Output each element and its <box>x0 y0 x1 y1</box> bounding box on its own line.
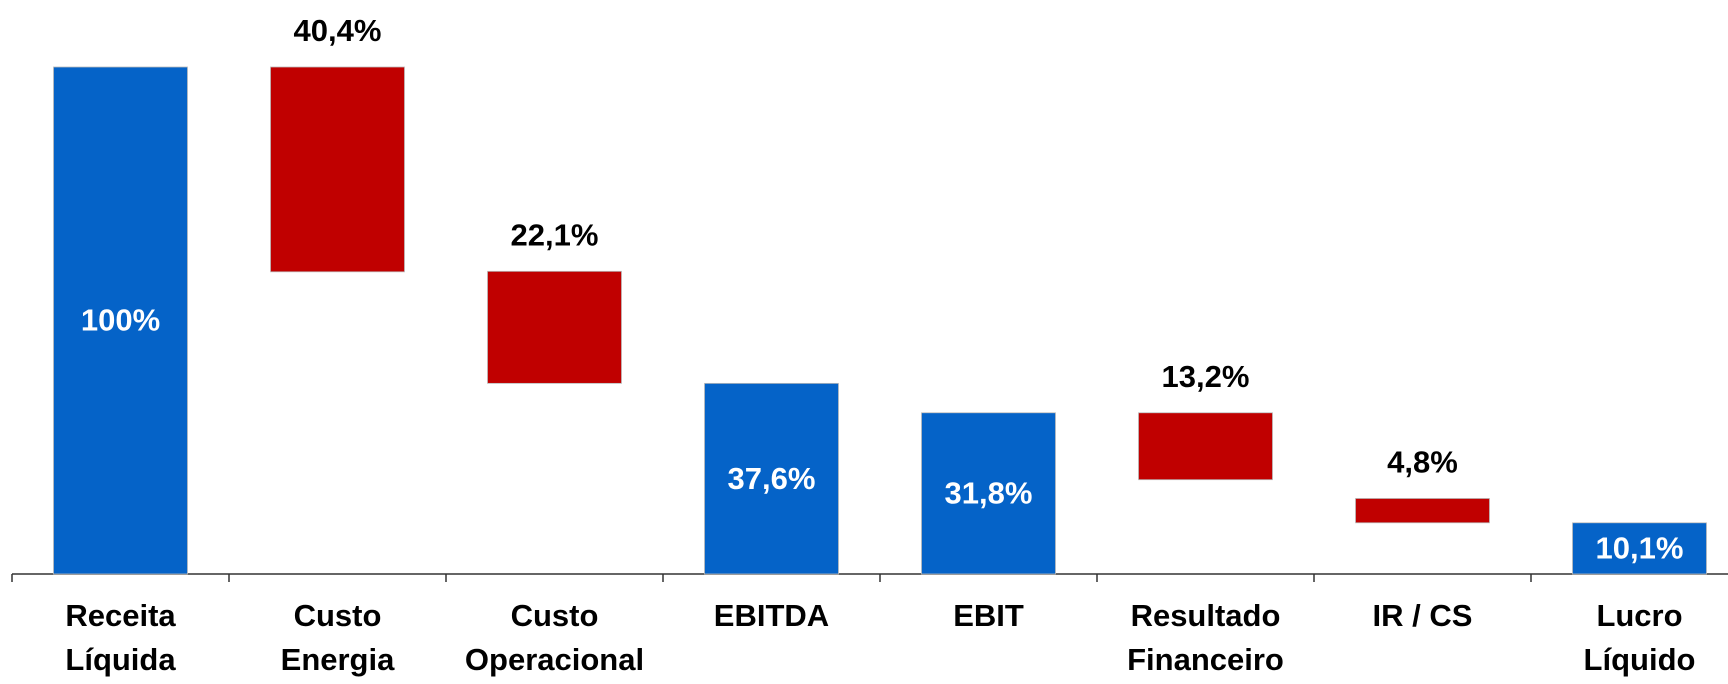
value-label: 22,1% <box>511 218 599 253</box>
x-tick-label: Receita <box>65 598 176 633</box>
bar <box>487 270 622 384</box>
value-label: 40,4% <box>294 13 382 48</box>
x-tick-label: Custo <box>294 598 382 633</box>
x-tick-label: IR / CS <box>1373 598 1473 633</box>
bar <box>53 66 188 575</box>
value-label: 31,8% <box>945 476 1033 511</box>
x-tick-label: Lucro <box>1596 598 1682 633</box>
x-tick-label: Energia <box>281 642 395 677</box>
x-tick-label: Operacional <box>465 642 644 677</box>
value-label: 4,8% <box>1387 445 1458 480</box>
x-tick-label: Líquida <box>65 642 176 677</box>
bar <box>1138 412 1273 481</box>
x-tick-label: Resultado <box>1131 598 1281 633</box>
x-tick-label: Financeiro <box>1127 642 1284 677</box>
value-label: 13,2% <box>1162 359 1250 394</box>
x-tick-label: EBIT <box>953 598 1024 633</box>
value-label: 10,1% <box>1596 531 1684 566</box>
x-tick-label: Custo <box>511 598 599 633</box>
x-tick-label: EBITDA <box>714 598 829 633</box>
bar <box>921 412 1056 575</box>
bar <box>704 382 839 575</box>
value-label: 100% <box>81 303 160 338</box>
bar <box>1572 522 1707 575</box>
x-tick-label: Líquido <box>1584 642 1696 677</box>
bar <box>270 66 405 273</box>
bar <box>1355 498 1490 524</box>
value-label: 37,6% <box>728 461 816 496</box>
